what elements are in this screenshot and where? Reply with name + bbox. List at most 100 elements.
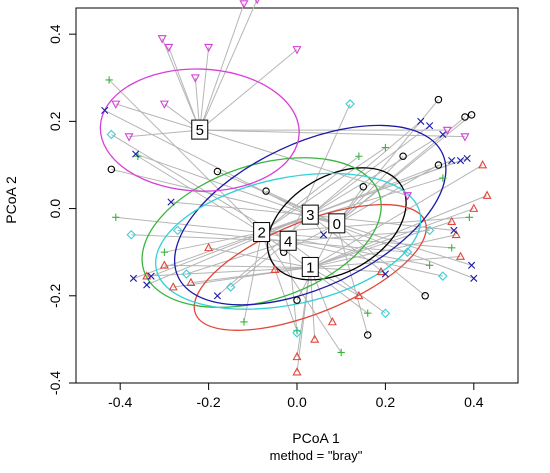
point-group-5 (204, 43, 214, 53)
point-group-4 (424, 225, 435, 236)
point-group-4 (345, 99, 355, 109)
spider-line (128, 129, 200, 138)
ellipse-group-5 (99, 68, 300, 192)
spider-line (199, 47, 210, 131)
point-group-3 (439, 130, 447, 139)
point-group-4 (181, 269, 192, 279)
point-group-1 (456, 251, 466, 260)
point-group-3 (132, 150, 140, 158)
point-group-5 (239, 0, 249, 9)
point-group-5 (402, 192, 413, 201)
spider-line (288, 240, 443, 277)
spider-line (261, 216, 470, 234)
point-group-1 (204, 242, 214, 252)
spider-line (309, 214, 386, 275)
point-group-0 (213, 167, 222, 176)
point-group-5 (460, 133, 470, 142)
spider-line (186, 240, 289, 275)
group-label: 5 (196, 122, 204, 139)
group-label: 0 (333, 216, 341, 233)
point-group-2 (439, 174, 447, 182)
point-group-4 (380, 308, 391, 319)
point-group-2 (465, 213, 474, 222)
spider-line (261, 147, 386, 233)
spider-line (310, 266, 382, 273)
point-group-0 (107, 165, 116, 174)
point-group-3 (448, 157, 456, 165)
centroid-label-0: 0 (328, 213, 346, 234)
centroid-label-5: 5 (191, 119, 209, 140)
point-group-0 (461, 113, 469, 121)
spider-line (336, 114, 472, 225)
ellipse-group-2 (141, 157, 382, 309)
x-axis-label: PCoA 1 (292, 430, 340, 446)
point-group-0 (421, 292, 429, 300)
centroid-label-2: 2 (253, 222, 271, 243)
y-tick-label: 0.2 (47, 111, 63, 131)
ellipse-group-4 (154, 172, 422, 310)
point-group-0 (293, 296, 301, 304)
point-group-1 (469, 203, 479, 212)
point-group-4 (225, 282, 236, 292)
y-tick-label: 0.4 (47, 24, 63, 44)
group-label: 3 (306, 207, 314, 224)
point-group-3 (167, 198, 175, 206)
spider-line (199, 49, 298, 131)
point-group-5 (292, 46, 302, 55)
spider-line (336, 155, 404, 225)
spider-line (265, 190, 337, 225)
point-group-3 (468, 261, 476, 269)
spider-line (261, 155, 360, 233)
point-group-3 (319, 231, 328, 239)
point-group-1 (310, 334, 320, 343)
label-box (191, 119, 209, 140)
spider-line (217, 214, 311, 297)
point-group-5 (159, 100, 169, 109)
point-group-3 (101, 106, 109, 115)
y-tick-label: -0.2 (47, 284, 63, 308)
point-group-0 (434, 161, 443, 169)
spider-line (115, 103, 200, 131)
point-group-2 (105, 76, 113, 84)
spider-line (164, 264, 311, 268)
spider-line (164, 232, 262, 253)
x-tick-label: -0.2 (197, 394, 221, 410)
spider-line (310, 160, 452, 216)
group-label: 4 (284, 233, 292, 250)
spider-line (199, 129, 408, 196)
point-group-1 (159, 260, 169, 269)
point-group-5 (442, 126, 452, 136)
point-group-3 (213, 292, 222, 300)
point-group-3 (463, 154, 471, 163)
point-group-3 (450, 226, 458, 234)
point-group-0 (434, 95, 443, 104)
point-group-4 (292, 328, 302, 338)
point-group-1 (292, 351, 302, 361)
x-tick-label: 0.4 (464, 394, 484, 410)
point-group-1 (482, 190, 492, 199)
spider-line (287, 241, 298, 333)
point-group-2 (355, 152, 363, 160)
point-group-2 (337, 348, 345, 357)
point-group-2 (160, 248, 169, 256)
spider-line (287, 103, 351, 242)
ellipse-group-1 (193, 203, 427, 331)
point-group-1 (451, 229, 461, 239)
spider-line (310, 134, 444, 216)
axes: -0.4 -0.2 0.0 0.2 0.4 -0.4 -0.2 0.0 0.2 0.4 (47, 7, 519, 410)
spider-line (150, 214, 311, 277)
spider-line (199, 129, 465, 138)
group-label: 2 (257, 225, 265, 242)
point-group-1 (478, 160, 488, 169)
centroid-labels: 0 1 2 34 5 (191, 119, 346, 277)
spider-line (137, 155, 262, 233)
spider-line (168, 47, 201, 131)
group-label: 1 (306, 259, 314, 276)
y-tick-label: -0.4 (47, 371, 63, 395)
point-group-2 (364, 309, 372, 317)
point-group-3 (426, 122, 434, 130)
point-group-3 (147, 272, 155, 280)
point-group-1 (292, 367, 302, 376)
point-group-5 (164, 43, 174, 53)
point-group-1 (142, 271, 152, 280)
